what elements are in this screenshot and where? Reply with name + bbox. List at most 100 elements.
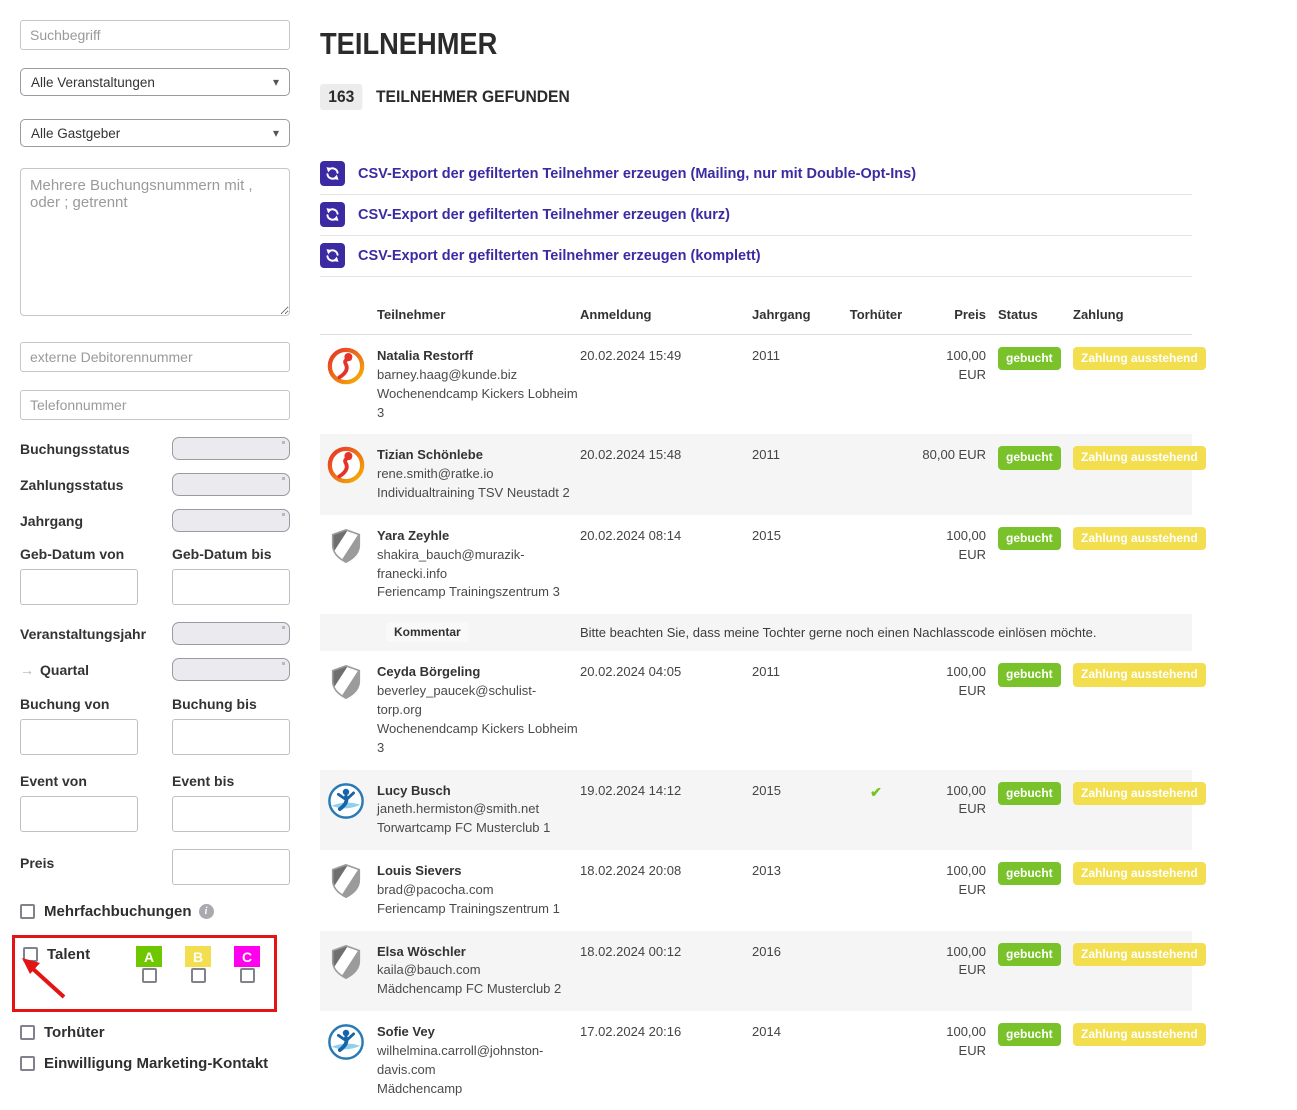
torhueter-label: Torhüter [44,1024,105,1041]
mehrfachbuchungen-checkbox[interactable] [20,904,35,919]
participant-name: Natalia Restorff [377,348,474,363]
veranstaltungen-select[interactable]: Alle Veranstaltungen ▾ [20,68,290,96]
status-cell: gebucht [986,942,1066,1000]
goalkeeper-cell: ✔ [836,782,916,839]
shield-logo-avatar [331,665,361,700]
status-badge: gebucht [998,446,1061,470]
jahrgang-select[interactable] [172,509,290,532]
dob-from-input[interactable] [20,569,138,605]
csv-export-link-3[interactable]: CSV-Export der gefilterten Teilnehmer er… [320,236,1192,277]
sync-icon-badge [320,202,345,227]
participant-row[interactable]: Elsa Wöschler kaila@bauch.com Mädchencam… [320,930,1206,1012]
participant-email: barney.haag@kunde.biz [377,366,518,382]
marketing-consent-row[interactable]: Einwilligung Marketing-Kontakt [20,1055,290,1072]
column-header-zahlung: Zahlung [1073,307,1124,322]
booking-status-select[interactable] [172,437,290,460]
participant-row[interactable]: Sofie Vey wilhelmina.carroll@johnston-da… [320,1011,1206,1110]
participant-row[interactable]: Lucy Busch janeth.hermiston@smith.net To… [320,769,1206,851]
status-cell: gebucht [986,446,1066,503]
comment-text: Bitte beachten Sie, dass meine Tochter g… [580,625,1097,641]
payment-cell: Zahlung ausstehend [1066,942,1206,1000]
csv-export-label: CSV-Export der gefilterten Teilnehmer er… [358,165,917,182]
right-arrow-icon: → [20,661,34,678]
status-cell: gebucht [986,1023,1066,1098]
csv-export-link-1[interactable]: CSV-Export der gefilterten Teilnehmer er… [320,154,1192,195]
red-club-logo-avatar [327,347,365,385]
phone-number-input[interactable] [20,390,290,420]
payment-badge: Zahlung ausstehend [1073,942,1206,966]
talent-c-checkbox[interactable] [239,968,255,983]
quartal-select[interactable] [172,658,290,681]
shield-logo-avatar [331,528,361,563]
status-cell: gebucht [986,862,1066,919]
torhueter-checkbox[interactable] [20,1025,35,1040]
club-logo-avatar [320,663,372,757]
result-count-row: 163 TEILNEHMER GEFUNDEN [320,84,1192,110]
participant-row[interactable]: Yara Zeyhle shakira_bauch@murazik-franec… [320,515,1206,614]
event-year-select[interactable] [172,622,290,645]
participant-email: shakira_bauch@murazik-franecki.info [377,546,525,581]
csv-export-list: CSV-Export der gefilterten Teilnehmer er… [320,154,1192,277]
price-value: 100,00 EUR [946,863,986,897]
participant-name: Elsa Wöschler [377,943,466,959]
info-icon[interactable]: i [198,904,214,919]
registration-date: 20.02.2024 15:48 [580,447,682,463]
avatar-column-header [320,307,372,322]
status-badge: gebucht [998,862,1061,886]
booking-from-input[interactable] [20,719,138,755]
participant-event: Mädchencamp FC Musterclub 2 [377,981,562,997]
payment-cell: Zahlung ausstehend [1066,781,1206,839]
participant-email: kaila@bauch.com [377,962,481,978]
debitor-number-input[interactable] [20,342,290,372]
participant-row[interactable]: Tizian Schönlebe rene.smith@ratke.io Ind… [320,434,1206,515]
table-header-row: Teilnehmer Anmeldung Jahrgang Torhüter Preis… [320,297,1192,335]
birth-year: 2011 [752,348,780,363]
marketing-consent-label: Einwilligung Marketing-Kontakt [44,1055,269,1072]
birth-year: 2015 [752,782,781,798]
event-to-input[interactable] [172,796,290,832]
registration-date: 17.02.2024 20:16 [580,1024,682,1040]
talent-a-badge: A [136,946,163,967]
price-input[interactable] [172,849,290,885]
page-title: TEILNEHMER [320,26,498,61]
status-badge: gebucht [998,347,1061,371]
column-header-status: Status [998,307,1038,322]
talent-b-checkbox[interactable] [190,968,206,983]
csv-export-link-2[interactable]: CSV-Export der gefilterten Teilnehmer er… [320,195,1192,236]
payment-badge: Zahlung ausstehend [1073,862,1206,886]
dob-from-label: Geb-Datum von [20,546,125,562]
participant-row[interactable]: Louis Sievers brad@pacocha.com Feriencam… [320,850,1206,931]
event-from-input[interactable] [20,796,138,832]
club-logo-avatar [320,527,372,602]
goalkeeper-cell [836,446,916,503]
talent-b-badge: B [185,946,212,967]
dob-to-input[interactable] [172,569,290,605]
marketing-consent-checkbox[interactable] [20,1056,35,1071]
talent-level-b: B [185,946,212,983]
goalkeeper-cell [836,663,916,757]
payment-badge: Zahlung ausstehend [1073,347,1206,371]
booking-numbers-textarea[interactable] [20,168,290,316]
status-badge: gebucht [998,663,1061,687]
column-header-preis: Preis [954,307,986,322]
payment-cell: Zahlung ausstehend [1066,862,1206,919]
talent-a-checkbox[interactable] [141,968,157,983]
price-value: 100,00 EUR [946,527,986,562]
payment-cell: Zahlung ausstehend [1066,1023,1206,1098]
talent-level-c: C [234,946,261,983]
participant-row[interactable]: Natalia Restorff barney.haag@kunde.biz W… [320,335,1206,434]
payment-status-select[interactable] [172,473,290,496]
mehrfachbuchungen-row[interactable]: Mehrfachbuchungen i [20,903,290,920]
club-logo-avatar [320,782,372,839]
comment-label: Kommentar [386,622,469,643]
club-logo-avatar [320,446,372,503]
annotation-highlight-box: Talent A B C [12,935,277,1012]
sync-icon [326,167,339,180]
search-input[interactable] [20,20,290,50]
booking-to-input[interactable] [172,719,290,755]
gastgeber-select[interactable]: Alle Gastgeber ▾ [20,119,290,147]
shield-logo-avatar [331,944,361,979]
participant-row[interactable]: Ceyda Börgeling beverley_paucek@schulist… [320,651,1206,769]
chevron-down-icon: ▾ [272,126,279,140]
torhueter-row[interactable]: Torhüter [20,1024,290,1041]
